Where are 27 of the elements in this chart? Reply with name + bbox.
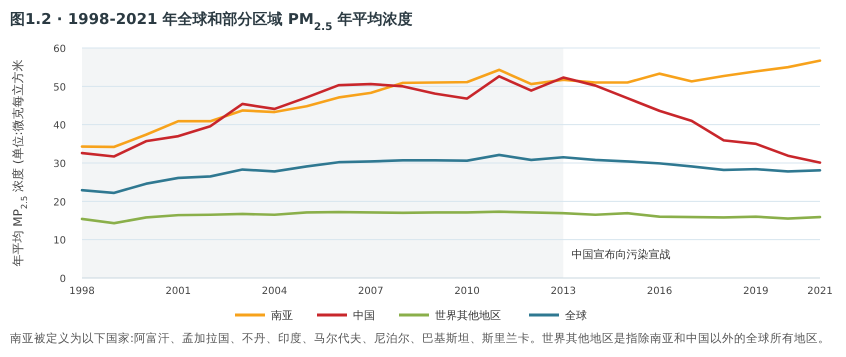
y-tick-label: 0: [60, 274, 66, 285]
line-series: [80, 59, 822, 148]
legend-label: 南亚: [271, 309, 293, 322]
chart-title: 图1.2 · 1998-2021 年全球和部分区域 PM$_{2.5}$ 年平均浓度: [10, 10, 413, 33]
y-tick-label: 10: [53, 236, 66, 247]
x-tick-label: 2013: [550, 286, 576, 297]
x-tick-label: 2021: [807, 286, 833, 297]
y-tick-label: 60: [53, 44, 66, 55]
x-tick-label: 2016: [646, 286, 672, 297]
line-series: [80, 75, 822, 164]
x-tick-label: 2010: [454, 286, 480, 297]
y-tick-label: 30: [53, 159, 66, 170]
text: 南亚被定义为以下国家:阿富汗、孟加拉国、不丹、印度、马尔代夫、尼泊尔、巴基斯坦、斯里兰卡。世界其他地区是指除南亚和中国以外的全球所有地区。: [10, 331, 830, 345]
line-series: [80, 154, 822, 194]
legend-label: 全球: [565, 309, 587, 322]
x-tick-label: 2004: [262, 286, 288, 297]
legend-label: 世界其他地区: [435, 309, 501, 322]
x-tick-label: 2019: [743, 286, 769, 297]
line-series: [80, 210, 822, 224]
y-tick-label: 50: [53, 82, 66, 94]
x-tick-label: 2007: [358, 286, 384, 297]
legend-label: 中国: [353, 309, 375, 322]
band-label: 中国宣布向污染宣战: [571, 248, 670, 261]
y-tick-label: 20: [53, 197, 66, 208]
x-tick-label: 2001: [166, 286, 191, 297]
x-tick-label: 1998: [69, 286, 95, 297]
y-tick-label: 40: [53, 120, 66, 132]
